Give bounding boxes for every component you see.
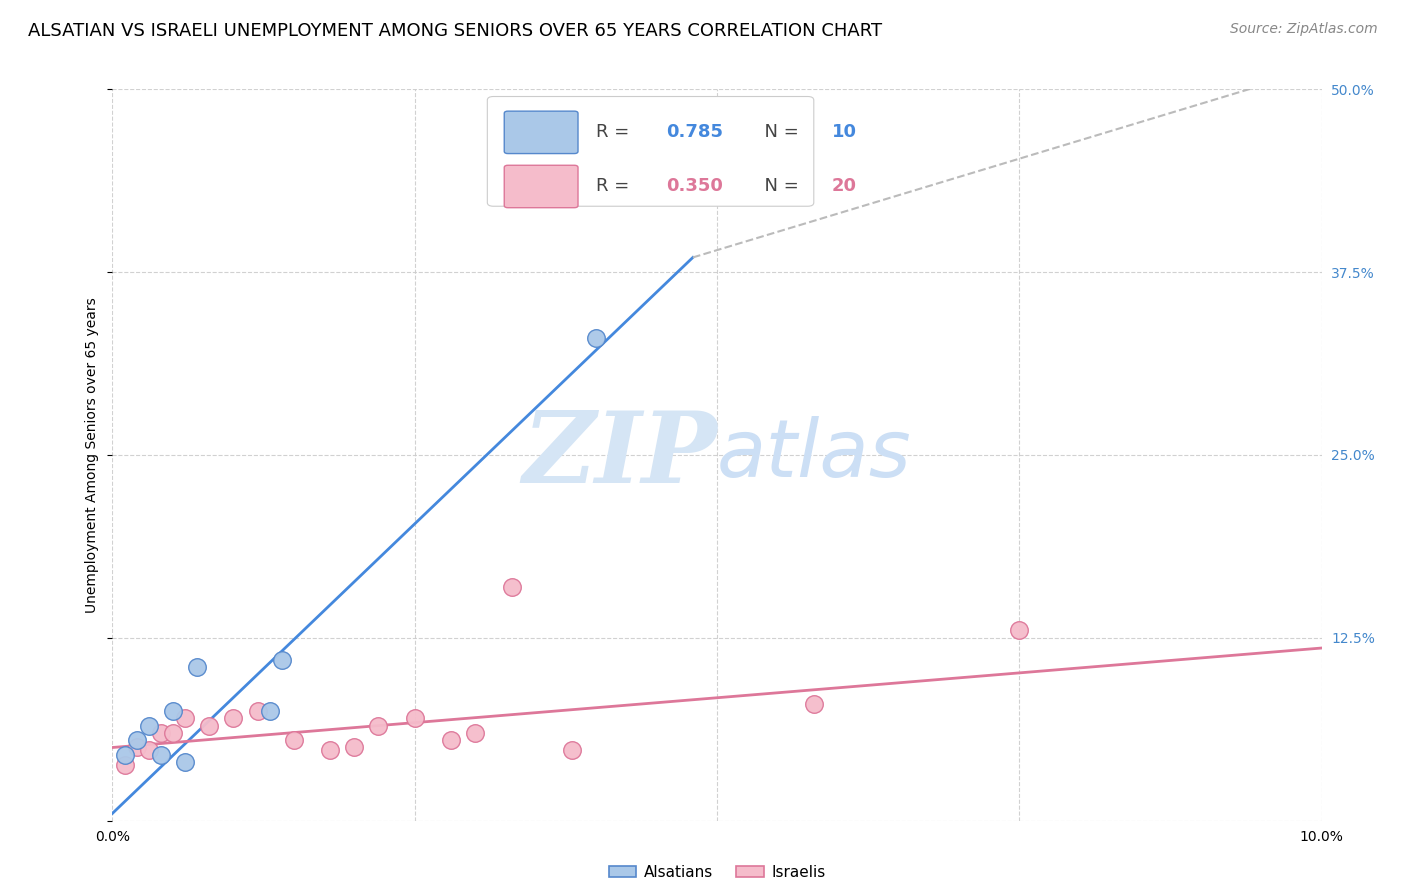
Point [1008, 624, 1031, 638]
Point [198, 718, 221, 732]
Text: 0.350: 0.350 [666, 178, 723, 195]
Text: ZIP: ZIP [522, 407, 717, 503]
Point [162, 726, 184, 740]
Text: 0.785: 0.785 [666, 123, 723, 141]
Point [585, 331, 607, 345]
Point [259, 704, 281, 718]
Point [343, 740, 366, 755]
Point [803, 697, 825, 711]
Point [149, 726, 172, 740]
Point [138, 743, 160, 757]
Point [246, 704, 269, 718]
Point [501, 580, 523, 594]
Text: N =: N = [754, 178, 804, 195]
Point [162, 704, 184, 718]
Legend: Alsatians, Israelis: Alsatians, Israelis [603, 859, 831, 886]
Text: 20: 20 [832, 178, 856, 195]
Text: atlas: atlas [717, 416, 912, 494]
Point [174, 711, 197, 725]
Point [222, 711, 245, 725]
Point [174, 755, 197, 769]
Text: R =: R = [596, 123, 636, 141]
Point [464, 726, 486, 740]
Point [125, 740, 148, 755]
FancyBboxPatch shape [488, 96, 814, 206]
Point [367, 718, 389, 732]
Point [283, 733, 305, 747]
Point [114, 758, 136, 772]
Text: Source: ZipAtlas.com: Source: ZipAtlas.com [1230, 22, 1378, 37]
FancyBboxPatch shape [505, 165, 578, 208]
Point [319, 743, 342, 757]
Point [440, 733, 463, 747]
Point [186, 660, 208, 674]
FancyBboxPatch shape [505, 112, 578, 153]
Text: R =: R = [596, 178, 636, 195]
Point [404, 711, 426, 725]
Text: 10: 10 [832, 123, 856, 141]
Point [114, 747, 136, 762]
Point [270, 653, 292, 667]
Text: N =: N = [754, 123, 804, 141]
Text: ALSATIAN VS ISRAELI UNEMPLOYMENT AMONG SENIORS OVER 65 YEARS CORRELATION CHART: ALSATIAN VS ISRAELI UNEMPLOYMENT AMONG S… [28, 22, 882, 40]
Y-axis label: Unemployment Among Seniors over 65 years: Unemployment Among Seniors over 65 years [86, 297, 100, 613]
Point [149, 747, 172, 762]
Point [125, 733, 148, 747]
Point [138, 718, 160, 732]
Point [561, 743, 583, 757]
